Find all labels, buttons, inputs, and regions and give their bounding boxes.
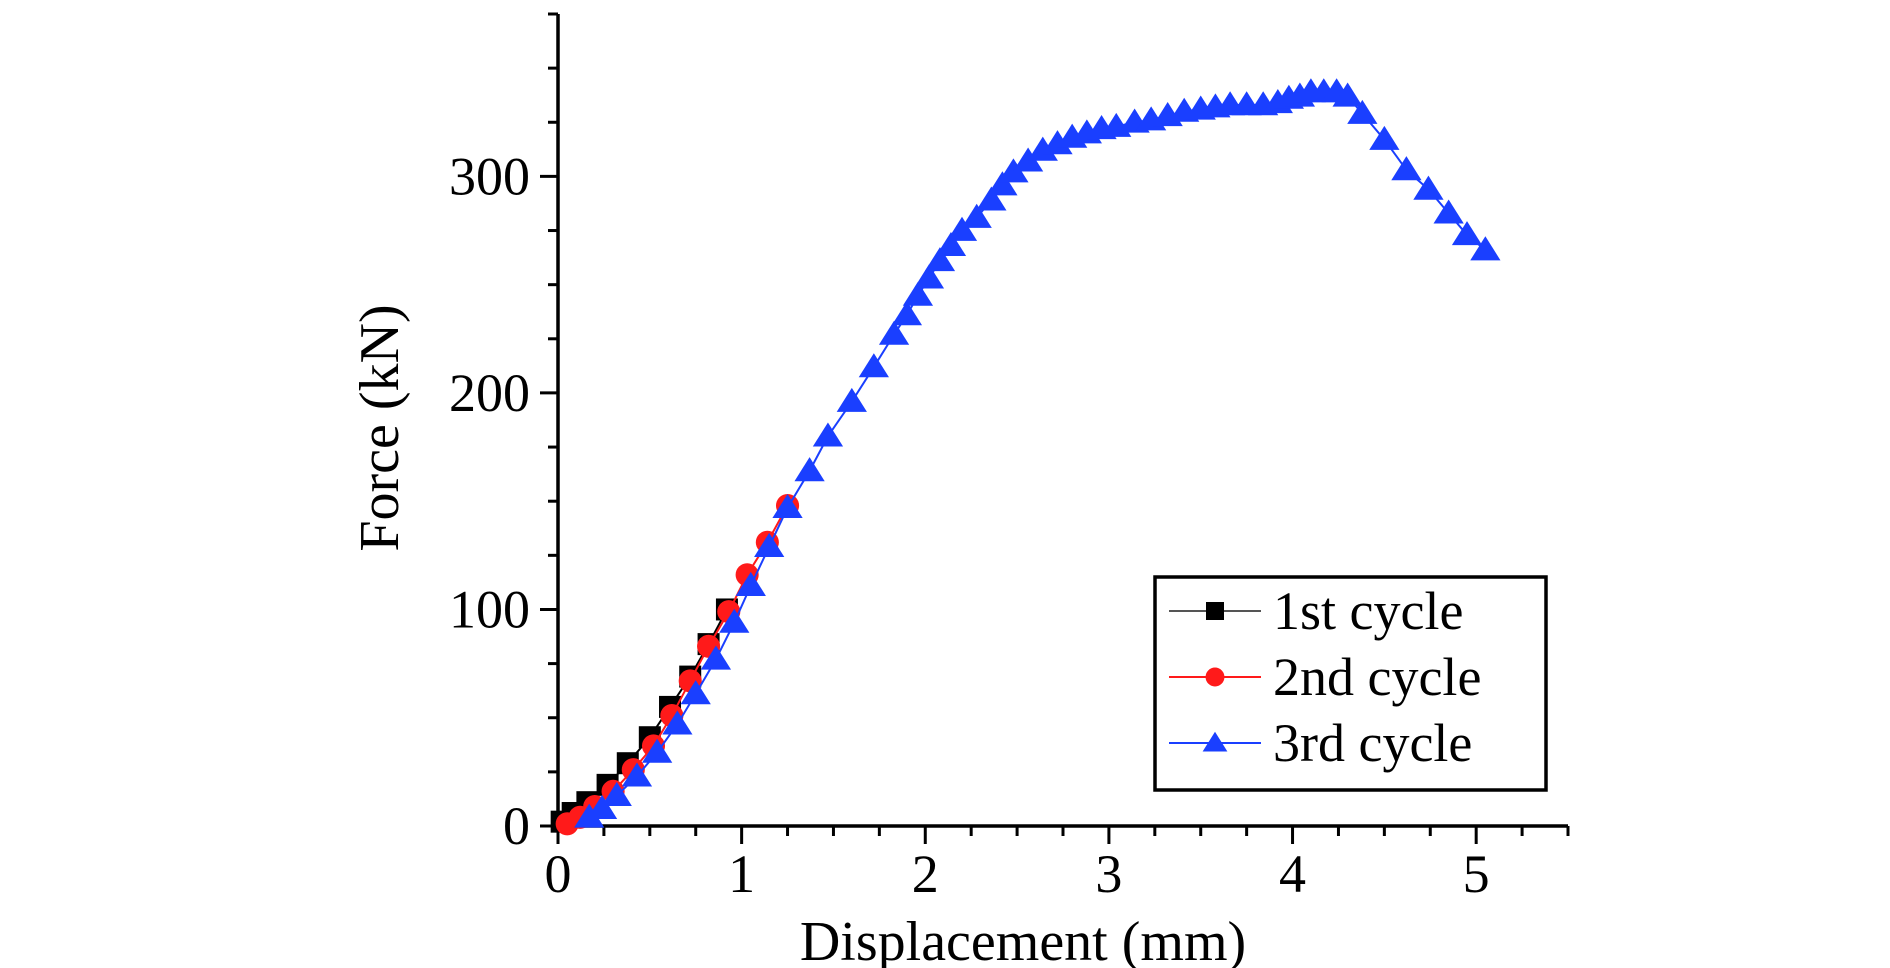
data-point [1347, 99, 1378, 124]
x-tick-label: 3 [1095, 844, 1122, 904]
y-tick-label: 200 [449, 363, 530, 423]
data-point [586, 794, 618, 819]
data-point [902, 281, 934, 306]
data-point [1027, 136, 1058, 161]
legend-label: 1st cycle [1273, 581, 1463, 641]
data-point [1369, 125, 1400, 150]
data-point [1451, 221, 1483, 246]
data-point [858, 353, 889, 378]
data-point [680, 680, 711, 705]
data-point [754, 532, 785, 557]
data-point [998, 158, 1029, 183]
y-tick-label: 100 [449, 579, 530, 639]
legend-marker-square [1206, 602, 1224, 620]
data-point [891, 301, 923, 326]
data-point [719, 608, 750, 633]
data-point [621, 762, 653, 787]
x-tick-label: 5 [1463, 844, 1490, 904]
data-point [1012, 147, 1044, 172]
data-point [924, 247, 956, 272]
y-tick-label: 0 [503, 796, 530, 856]
legend-label: 3rd cycle [1273, 713, 1472, 773]
data-point [987, 171, 1018, 196]
data-point [772, 493, 803, 519]
data-point [976, 186, 1007, 211]
legend-marker-triangle [1202, 731, 1228, 752]
x-tick-label: 2 [912, 844, 939, 904]
data-point [913, 264, 945, 289]
legend-label: 2nd cycle [1273, 647, 1481, 707]
data-point [1391, 156, 1422, 181]
x-tick-label: 1 [728, 844, 755, 904]
data-point [700, 645, 732, 670]
data-point [1332, 82, 1363, 107]
legend-item: 3rd cycle [1169, 713, 1472, 773]
x-tick-label: 0 [545, 844, 572, 904]
legend-item: 2nd cycle [1169, 647, 1481, 707]
data-point [1042, 130, 1073, 155]
data-point [1413, 175, 1444, 200]
series-3 [574, 78, 1501, 828]
legend-marker-circle [1205, 667, 1225, 687]
data-point [735, 571, 766, 596]
data-point [935, 231, 967, 257]
data-point [662, 710, 693, 735]
data-point [1433, 199, 1464, 224]
series-layer [550, 78, 1501, 836]
series-1 [550, 598, 738, 833]
data-point [642, 738, 673, 763]
data-point [878, 320, 910, 345]
axes: 0 100 200 300 0 1 2 3 4 5 [449, 12, 1570, 904]
data-point [1470, 236, 1501, 261]
data-point [812, 422, 844, 447]
data-point [794, 457, 825, 482]
x-axis-title: Displacement (mm) [800, 911, 1246, 968]
data-point [836, 387, 867, 412]
data-point [961, 203, 992, 228]
y-tick-label: 300 [449, 146, 530, 206]
y-axis-title: Force (kN) [349, 304, 411, 551]
data-point [601, 781, 632, 806]
legend-item: 1st cycle [1169, 581, 1463, 641]
x-tick-label: 4 [1279, 844, 1306, 904]
data-point [946, 216, 978, 241]
